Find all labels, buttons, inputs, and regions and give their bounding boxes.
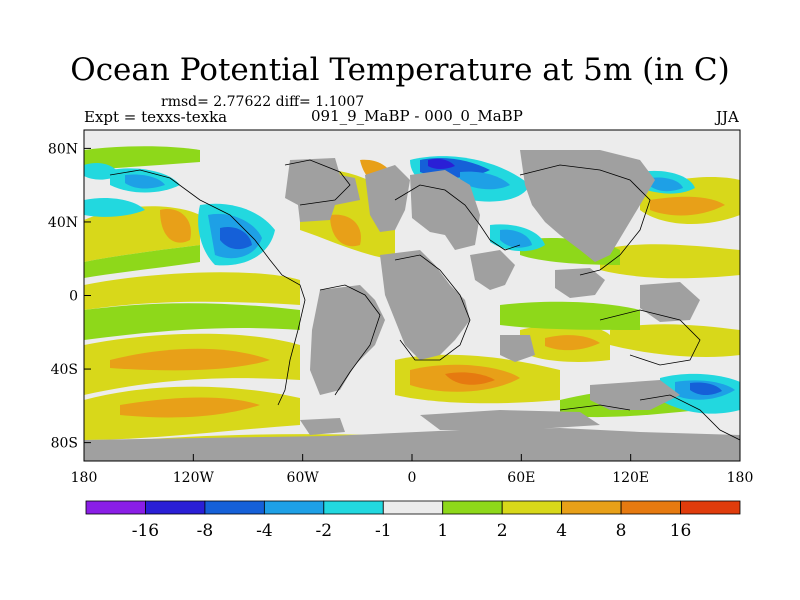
season-label: JJA: [716, 108, 739, 126]
colorbar-swatch: [204, 500, 265, 515]
colorbar-label: -8: [197, 521, 214, 541]
experiment-label: Expt = texxs-texka: [84, 108, 228, 126]
colorbar-swatch: [442, 500, 503, 515]
map-title: Ocean Potential Temperature at 5m (in C): [70, 52, 730, 88]
cold-anomaly-regions: [84, 156, 740, 414]
colorbar-label: 1: [437, 521, 448, 541]
colorbar-swatch: [85, 500, 146, 515]
y-tick-label: 40S: [51, 362, 78, 378]
colorbar-swatch: [382, 500, 444, 515]
colorbar: -16 -8 -4 -2 -1 1 2 4 8 16: [85, 500, 741, 541]
colorbar-swatch: [145, 500, 206, 515]
colorbar-swatch: [323, 500, 384, 515]
colorbar-label: 8: [616, 521, 627, 541]
colorbar-swatch: [263, 500, 325, 515]
colorbar-label: -2: [316, 521, 333, 541]
x-tick-label: 180: [727, 470, 754, 486]
map-field: [84, 130, 740, 461]
stats-label: rmsd= 2.77622 diff= 1.1007: [161, 94, 365, 110]
colorbar-swatch: [620, 500, 681, 515]
y-tick-label: 80N: [48, 141, 78, 157]
colorbar-swatch: [501, 500, 563, 515]
x-axis: 180 120W 60W 0 60E 120E 180: [71, 454, 754, 486]
y-axis: 80N 40N 0 40S 80S: [48, 141, 91, 452]
x-tick-label: 120W: [173, 470, 215, 486]
x-tick-label: 180: [71, 470, 98, 486]
x-tick-label: 60W: [287, 470, 320, 486]
x-tick-label: 120E: [612, 470, 649, 486]
colorbar-label: 4: [556, 521, 567, 541]
colorbar-swatch: [561, 500, 622, 515]
colorbar-label: -1: [375, 521, 392, 541]
x-tick-label: 60E: [507, 470, 535, 486]
colorbar-label: 2: [497, 521, 508, 541]
colorbar-swatch: [680, 500, 741, 515]
y-tick-label: 0: [69, 289, 78, 305]
coastlines: [109, 159, 740, 441]
x-tick-label: 0: [408, 470, 417, 486]
colorbar-label: -4: [256, 521, 273, 541]
land-mask: [84, 150, 740, 461]
colorbar-label: 16: [670, 521, 692, 541]
y-tick-label: 80S: [51, 436, 78, 452]
colorbar-label: -16: [132, 521, 159, 541]
subtitle-label: 091_9_MaBP - 000_0_MaBP: [311, 107, 523, 125]
y-tick-label: 40N: [48, 215, 78, 231]
